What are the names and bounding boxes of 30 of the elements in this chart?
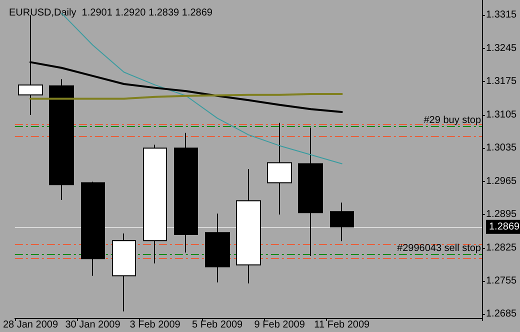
ref-line-label: #2996043 sell stop: [397, 242, 482, 254]
y-tick-label: 1.2895: [486, 209, 518, 220]
ref-line-label: 1.2869: [489, 221, 520, 232]
candlestick: [236, 168, 261, 284]
text: EURUSD,Daily 1.2901 1.2920 1.2839 1.2869: [9, 8, 213, 18]
candlestick: [298, 127, 323, 256]
y-tick-label: 1.2685: [486, 308, 518, 320]
candlestick: [330, 202, 354, 242]
x-tick-label: 28 Jan 2009: [2, 320, 58, 330]
x-tick-label: 9 Feb 2009: [254, 320, 306, 330]
y-tick-label: 1.3035: [486, 142, 518, 154]
candlestick: [205, 213, 230, 283]
y-tick-label: 1.3175: [486, 76, 518, 88]
x-tick-label: 3 Feb 2009: [130, 320, 181, 330]
y-tick-label: 1.3315: [486, 10, 518, 21]
candlestick: [49, 78, 74, 200]
y-tick-label: 1.3245: [486, 42, 518, 54]
x-tick-label: 5 Feb 2009: [192, 320, 244, 330]
candlestick: [81, 181, 105, 276]
ref-line-label: #29 buy stop: [424, 115, 482, 126]
x-tick-label: 30 Jan 2009: [65, 320, 121, 330]
candlestick: [112, 233, 136, 312]
y-tick-label: 1.2965: [486, 176, 518, 187]
x-tick-label: 11 Feb 2009: [314, 320, 370, 330]
candlestick: [267, 122, 292, 216]
candlestick: [143, 144, 167, 264]
y-tick-label: 1.2755: [486, 275, 518, 286]
candlestick: [174, 132, 198, 253]
y-tick-label: 1.2825: [486, 242, 518, 254]
y-tick-label: 1.3105: [486, 109, 518, 120]
